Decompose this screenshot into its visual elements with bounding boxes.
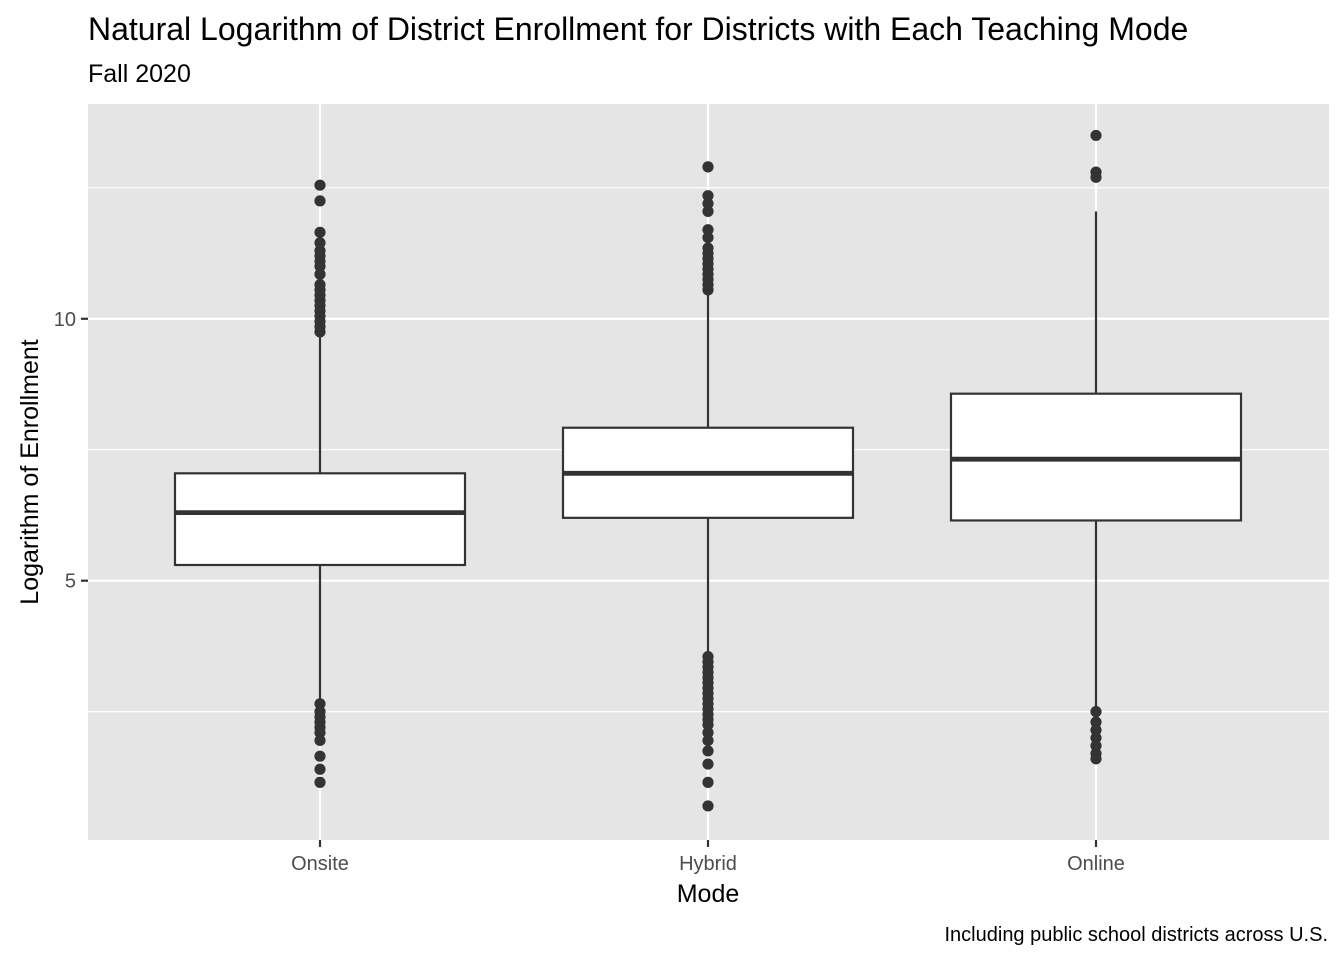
box-plots bbox=[173, 129, 1243, 812]
outlier-point bbox=[1090, 724, 1102, 736]
outlier-point bbox=[1090, 740, 1102, 752]
outlier-point bbox=[1090, 706, 1102, 718]
outlier-point bbox=[702, 719, 714, 731]
y-tick-label: 5 bbox=[65, 571, 76, 593]
x-tick-label: Onsite bbox=[291, 853, 349, 875]
outlier-point bbox=[314, 226, 326, 238]
y-tick-label: 10 bbox=[54, 309, 76, 331]
outlier-point bbox=[314, 763, 326, 775]
outlier-point bbox=[702, 745, 714, 757]
outlier-point bbox=[702, 231, 714, 244]
outlier-point bbox=[314, 727, 326, 739]
outlier-point bbox=[1090, 753, 1102, 765]
box-onsite bbox=[173, 179, 467, 788]
box-hybrid bbox=[561, 161, 855, 812]
outlier-point bbox=[314, 776, 326, 788]
outlier-point bbox=[702, 197, 714, 210]
box-online bbox=[949, 129, 1243, 765]
chart-caption: Including public school districts across… bbox=[945, 924, 1329, 946]
y-axis: 5 10 bbox=[54, 309, 88, 593]
outlier-point bbox=[314, 268, 326, 280]
y-axis-title: Logarithm of Enrollment bbox=[16, 339, 44, 604]
outlier-point bbox=[314, 195, 326, 207]
x-tick-label: Online bbox=[1067, 853, 1125, 875]
outlier-point bbox=[702, 242, 714, 254]
outlier-point bbox=[1090, 129, 1102, 142]
outlier-point bbox=[314, 279, 326, 291]
outlier-point bbox=[314, 179, 326, 191]
outlier-point bbox=[314, 237, 326, 249]
box-iqr bbox=[173, 472, 467, 567]
outlier-point bbox=[702, 776, 714, 788]
x-axis-title: Mode bbox=[677, 880, 740, 908]
outlier-point bbox=[702, 205, 714, 217]
outlier-point bbox=[702, 224, 714, 236]
chart-title: Natural Logarithm of District Enrollment… bbox=[88, 11, 1188, 47]
outlier-point bbox=[314, 750, 326, 762]
outlier-point bbox=[702, 190, 714, 202]
outlier-point bbox=[314, 734, 326, 747]
x-axis: Onsite Hybrid Online bbox=[291, 840, 1125, 875]
outlier-point bbox=[1090, 716, 1102, 728]
outlier-point bbox=[1090, 166, 1102, 178]
outlier-point bbox=[702, 758, 714, 770]
outlier-point bbox=[702, 161, 714, 173]
outlier-point bbox=[314, 245, 326, 257]
outlier-point bbox=[702, 800, 714, 812]
outlier-point bbox=[1090, 732, 1102, 744]
outlier-point bbox=[702, 727, 714, 739]
outlier-point bbox=[702, 734, 714, 747]
chart-subtitle: Fall 2020 bbox=[88, 60, 191, 88]
outlier-point bbox=[314, 698, 326, 710]
x-tick-label: Hybrid bbox=[679, 853, 737, 875]
